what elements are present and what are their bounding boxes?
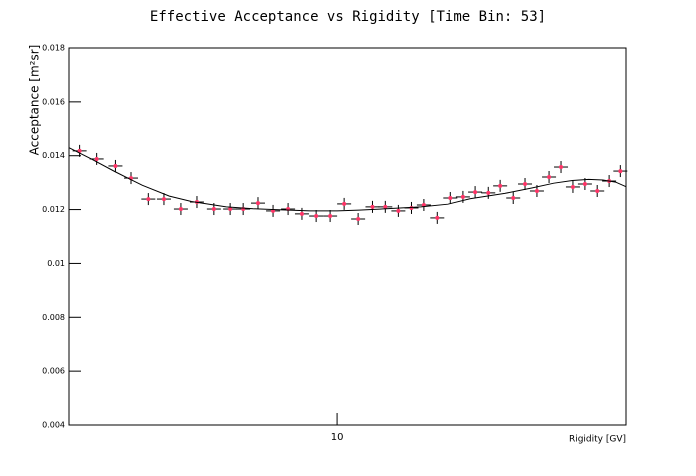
point-part bbox=[94, 156, 99, 161]
data-point bbox=[223, 203, 238, 216]
data-point bbox=[443, 191, 458, 204]
data-point bbox=[506, 191, 521, 204]
point-part bbox=[547, 174, 552, 179]
data-point bbox=[108, 159, 123, 172]
point-part bbox=[77, 148, 82, 153]
chart-title: Effective Acceptance vs Rigidity [Time B… bbox=[150, 9, 546, 25]
data-point bbox=[309, 210, 324, 223]
point-part bbox=[486, 190, 491, 195]
data-point bbox=[481, 186, 496, 199]
data-point bbox=[493, 179, 508, 192]
y-tick-label: 0.014 bbox=[42, 151, 65, 160]
y-tick-label: 0.008 bbox=[42, 313, 65, 322]
point-part bbox=[113, 163, 118, 168]
data-point bbox=[565, 180, 580, 193]
point-part bbox=[370, 204, 375, 209]
point-part bbox=[299, 211, 304, 216]
point-part bbox=[435, 215, 440, 220]
point-part bbox=[582, 181, 587, 186]
y-axis-label: Acceptance [m²sr] bbox=[28, 45, 42, 156]
point-part bbox=[178, 207, 183, 212]
y-tick-label: 0.004 bbox=[42, 421, 65, 430]
data-point bbox=[590, 184, 605, 197]
point-part bbox=[460, 194, 465, 199]
point-part bbox=[559, 165, 564, 170]
data-point bbox=[173, 203, 188, 216]
point-part bbox=[255, 201, 260, 206]
data-point bbox=[156, 193, 171, 206]
point-part bbox=[228, 207, 233, 212]
y-tick-label: 0.01 bbox=[47, 259, 65, 268]
data-point bbox=[468, 186, 483, 199]
point-part bbox=[146, 197, 151, 202]
data-point bbox=[323, 210, 338, 223]
point-part bbox=[523, 181, 528, 186]
point-part bbox=[314, 214, 319, 219]
data-point bbox=[294, 207, 309, 220]
data-point bbox=[337, 197, 352, 210]
y-tick-label: 0.006 bbox=[42, 367, 65, 376]
plot-frame bbox=[68, 47, 627, 426]
data-point bbox=[613, 165, 628, 178]
point-part bbox=[448, 195, 453, 200]
point-part bbox=[342, 201, 347, 206]
data-point bbox=[542, 170, 557, 183]
point-part bbox=[383, 204, 388, 209]
data-point bbox=[430, 211, 445, 224]
point-part bbox=[570, 184, 575, 189]
data-point bbox=[141, 193, 156, 206]
x-tick-label: 10 bbox=[331, 432, 344, 443]
fit-line bbox=[68, 147, 627, 212]
data-point bbox=[72, 144, 87, 157]
point-part bbox=[511, 195, 516, 200]
point-part bbox=[211, 207, 216, 212]
y-tick-label: 0.018 bbox=[42, 44, 65, 53]
data-point bbox=[518, 177, 533, 190]
point-part bbox=[473, 190, 478, 195]
data-point bbox=[365, 200, 380, 213]
point-part bbox=[534, 188, 539, 193]
point-part bbox=[595, 188, 600, 193]
point-part bbox=[618, 169, 623, 174]
data-point bbox=[391, 204, 406, 217]
data-point bbox=[554, 161, 569, 174]
data-point bbox=[250, 197, 265, 210]
data-point bbox=[351, 212, 366, 225]
point-part bbox=[498, 183, 503, 188]
x-axis-label: Rigidity [GV] bbox=[569, 435, 626, 445]
point-part bbox=[161, 197, 166, 202]
point-part bbox=[328, 214, 333, 219]
point-part bbox=[396, 208, 401, 213]
data-point bbox=[378, 200, 393, 213]
y-tick-label: 0.012 bbox=[42, 205, 65, 214]
point-part bbox=[356, 216, 361, 221]
y-tick-label: 0.016 bbox=[42, 97, 65, 106]
